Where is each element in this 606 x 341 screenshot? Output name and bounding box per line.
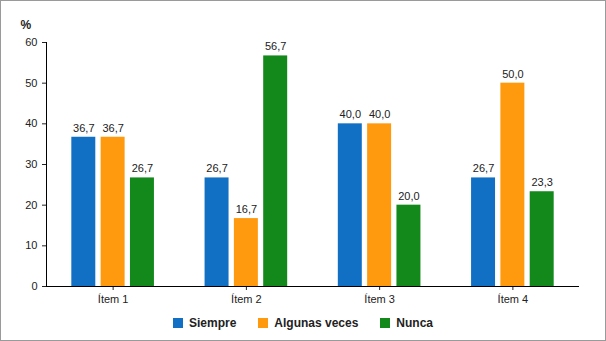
- svg-text:10: 10: [25, 239, 37, 251]
- svg-text:Ítem 3: Ítem 3: [364, 293, 395, 305]
- svg-text:40,0: 40,0: [369, 108, 390, 120]
- svg-text:30: 30: [25, 158, 37, 170]
- svg-text:50: 50: [25, 77, 37, 89]
- svg-text:56,7: 56,7: [265, 40, 286, 52]
- svg-text:26,7: 26,7: [473, 162, 494, 174]
- svg-text:0: 0: [31, 280, 37, 292]
- svg-text:36,7: 36,7: [102, 122, 123, 134]
- svg-text:60: 60: [25, 36, 37, 48]
- svg-text:50,0: 50,0: [502, 68, 523, 80]
- html-text:Algunas veces: Algunas veces: [274, 316, 359, 330]
- svg-text:Ítem 4: Ítem 4: [498, 293, 529, 305]
- svg-text:%: %: [21, 18, 32, 32]
- svg-text:20,0: 20,0: [398, 190, 419, 202]
- svg-text:20: 20: [25, 199, 37, 211]
- svg-text:36,7: 36,7: [73, 122, 94, 134]
- html-text:Nunca: Nunca: [396, 316, 433, 330]
- svg-text:40: 40: [25, 117, 37, 129]
- svg-text:26,7: 26,7: [132, 162, 153, 174]
- svg-text:Ítem 1: Ítem 1: [98, 293, 129, 305]
- svg-text:26,7: 26,7: [206, 162, 227, 174]
- svg-text:Ítem 2: Ítem 2: [231, 293, 262, 305]
- html-text:Siempre: Siempre: [189, 316, 237, 330]
- svg-text:23,3: 23,3: [531, 176, 552, 188]
- svg-text:16,7: 16,7: [236, 203, 257, 215]
- svg-text:40,0: 40,0: [340, 108, 361, 120]
